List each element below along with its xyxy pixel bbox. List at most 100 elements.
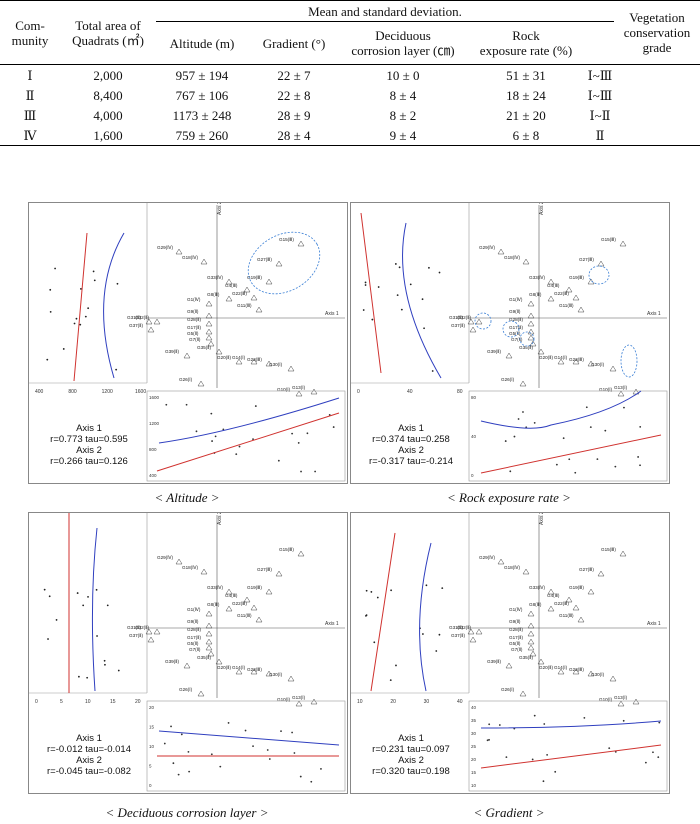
left-scatter-point [106, 604, 109, 607]
inset-scatter-point [639, 464, 641, 467]
cell-grade: Ⅰ~Ⅲ [587, 87, 613, 103]
inset-scatter-point [543, 723, 546, 725]
caption-deciduous: < Deciduous corrosion layer > [105, 805, 269, 820]
ordination-label: G17(Ⅱ) [187, 635, 201, 640]
ordination-point [529, 340, 537, 347]
ordination-point [587, 588, 595, 595]
inset-scatter-point [604, 429, 607, 432]
inset-fit-line [480, 744, 662, 769]
inset-scatter-point [644, 761, 647, 764]
left-tick-label: 20 [135, 699, 141, 705]
ordination-label: G18(Ⅳ) [182, 565, 198, 570]
inset-scatter-point [657, 756, 660, 759]
inset-scatter-point [568, 458, 571, 461]
ordination-point [297, 550, 305, 557]
inset-scatter-point [227, 722, 230, 724]
ordination-label: G1(Ⅳ) [509, 607, 523, 612]
ordination-label: G7(Ⅱ) [511, 647, 523, 652]
inset-scatter-point [280, 730, 282, 733]
inset-plot-frame [146, 700, 346, 792]
inset-scatter-point [637, 456, 640, 458]
altitude-header: Altitude (m) [169, 35, 235, 51]
ordination-label: G11(Ⅲ) [237, 613, 252, 618]
left-scatter-point [76, 592, 79, 594]
inset-tick-label: 15 [471, 770, 477, 775]
inset-scatter-point [517, 418, 520, 420]
ordination-label: G20(Ⅱ) [539, 355, 553, 360]
ordination-label: G20(Ⅱ) [217, 665, 231, 670]
left-tick-label: 10 [357, 699, 363, 705]
ordination-label: G29(Ⅳ) [479, 555, 495, 560]
left-scatter-point [428, 266, 430, 269]
inset-scatter-point [222, 428, 225, 431]
inset-tick-label: 0 [149, 783, 152, 788]
ordination-point [215, 348, 223, 355]
left-fit-line [360, 212, 382, 374]
inset-scatter-point [291, 432, 294, 435]
cell-area: 2,000 [93, 67, 123, 83]
ordination-label: G1(Ⅳ) [509, 297, 523, 302]
cell-area: 1,600 [93, 127, 123, 143]
ordination-point [597, 570, 605, 577]
ordination-label: G23(Ⅲ) [569, 667, 584, 672]
left-scatter-point [87, 307, 90, 310]
panel-svg: 400 800 1200 1600 Axis 1 Axis 2 G15(Ⅲ) G27(Ⅲ) G2… [29, 203, 346, 482]
inset-plot-frame [468, 390, 668, 482]
ordination-label: G4(Ⅲ) [547, 593, 560, 598]
inset-scatter-point [596, 458, 599, 461]
inset-scatter-point [185, 403, 188, 406]
inset-scatter-point [291, 731, 294, 734]
left-tick-label: 400 [35, 389, 44, 395]
vegetation-header: Vegetation conservation grade [623, 10, 691, 55]
cell-community: Ⅲ [23, 107, 37, 123]
ordination-label: G26(Ⅰ) [501, 687, 515, 692]
inset-scatter-point [505, 756, 508, 758]
inset-scatter-point [172, 762, 175, 765]
ordination-point [527, 320, 535, 327]
ordination-point [519, 380, 527, 387]
inset-scatter-point [244, 729, 247, 732]
axis-1-label: Axis 1 [325, 311, 339, 317]
ordination-label: G31(Ⅱ) [127, 315, 141, 320]
ordination-point [547, 278, 555, 285]
inset-scatter-point [219, 765, 222, 768]
ordination-point [297, 240, 305, 247]
ordination-point [527, 630, 535, 637]
ordination-label: G28(Ⅱ) [509, 627, 523, 632]
ordination-point [250, 294, 258, 301]
ordination-point [225, 295, 233, 302]
cell-rock: 21 ± 20 [506, 107, 546, 123]
ordination-label: G22(Ⅲ) [554, 601, 569, 606]
ordination-point [275, 260, 283, 267]
stats-axis2: Axis 2 [398, 755, 424, 766]
ordination-point [497, 248, 505, 255]
ordination-point [205, 622, 213, 629]
inset-scatter-point [509, 470, 512, 473]
ordination-point [505, 352, 513, 359]
ordination-point [505, 662, 513, 669]
left-scatter-point [398, 266, 401, 269]
cell-altitude: 957 ± 194 [175, 67, 229, 83]
ordination-label: G27(Ⅲ) [257, 567, 272, 572]
ordination-point [183, 662, 191, 669]
stats-r2: r=0.320 tau=0.198 [372, 766, 450, 777]
left-scatter-point [370, 591, 373, 593]
inset-scatter-point [266, 749, 269, 751]
inset-scatter-point [268, 758, 271, 760]
ordination-label: G11(Ⅲ) [559, 613, 574, 618]
ordination-point [215, 658, 223, 665]
inset-scatter-point [614, 465, 617, 468]
inset-scatter-point [235, 453, 238, 456]
ordination-point [205, 610, 213, 617]
gradient-panel: 10 20 30 40 Axis 1 Axis 2 G15(Ⅲ) G27(Ⅲ) G29(Ⅳ) G1… [350, 512, 670, 794]
cell-deciduous: 10 ± 0 [386, 67, 420, 83]
inset-scatter-point [170, 725, 172, 728]
left-scatter-point [49, 288, 52, 291]
ordination-label: G10(Ⅰ) [599, 697, 613, 702]
ordination-label: G30(Ⅰ) [591, 362, 605, 367]
deciduous-panel: 0 5 10 15 20 Axis 1 Axis 2 G15(Ⅲ) G27(Ⅲ) G29(Ⅳ) G1… [28, 512, 348, 794]
ordination-label: G27(Ⅲ) [579, 567, 594, 572]
left-scatter-point [438, 633, 441, 636]
cell-community: Ⅱ [25, 87, 35, 103]
table-row: Ⅲ 4,000 1173 ± 248 28 ± 9 8 ± 2 21 ± 20 … [0, 105, 700, 125]
